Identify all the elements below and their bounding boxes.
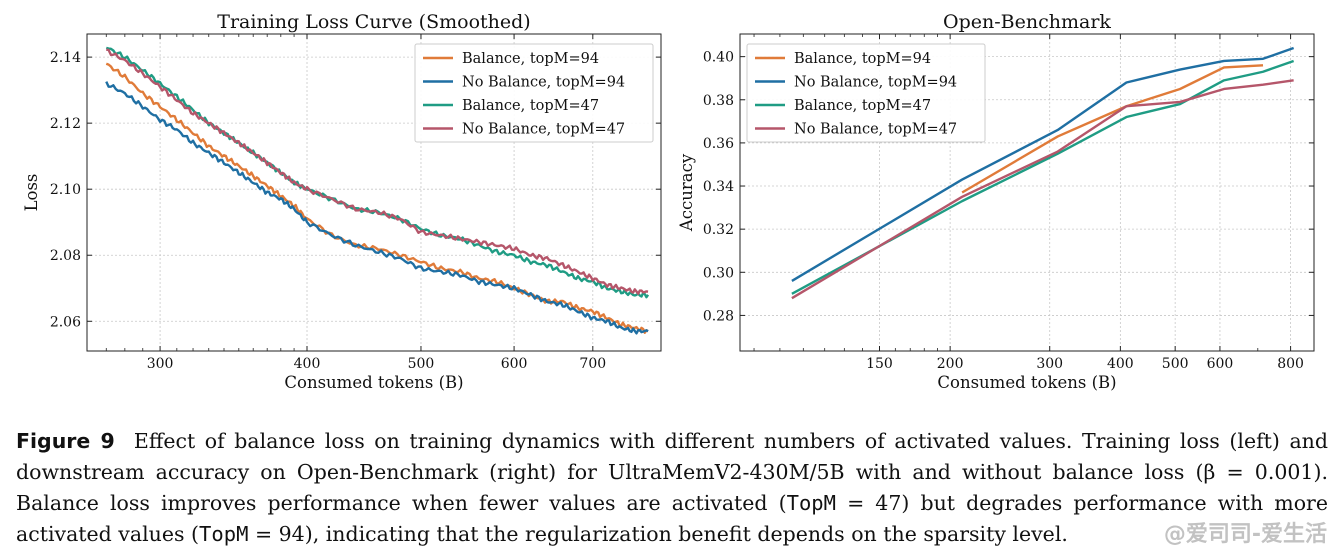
- legend-label: Balance, topM=94: [462, 51, 599, 67]
- x-tick-label: 300: [1036, 356, 1063, 372]
- y-tick-label: 0.34: [703, 179, 734, 195]
- series-line-3: [791, 79, 1294, 300]
- plot-frame: [739, 33, 1315, 352]
- figure-caption: Figure 9 Effect of balance loss on train…: [16, 426, 1328, 550]
- caption-part-3: TopM: [199, 522, 249, 546]
- legend-box: [414, 43, 654, 143]
- series-line-3: [106, 48, 649, 295]
- x-tick-label: 600: [1207, 356, 1234, 372]
- x-tick-label: 400: [294, 356, 321, 372]
- caption-part-2: = 47) but degrades performance with more…: [16, 491, 1335, 546]
- legend-label: Balance, topM=47: [794, 98, 931, 114]
- x-tick-label: 500: [408, 356, 435, 372]
- chart-open-benchmark: 0.28 0.30 0.32 0.34 0.36 0.38 0.40 150 200 300 400…: [677, 11, 1315, 392]
- chart-training-loss: 2.06 2.08 2.10 2.12 2.14 300 400 500 600 700 Train…: [22, 11, 662, 392]
- x-tick-label: 800: [1277, 356, 1304, 372]
- chart-title: Open-Benchmark: [943, 11, 1111, 33]
- legend-label: No Balance, topM=47: [462, 122, 625, 138]
- x-tick-label: 300: [147, 356, 174, 372]
- y-tick-label: 2.10: [50, 182, 81, 198]
- y-tick-label: 0.28: [703, 308, 734, 324]
- series-line-2: [791, 59, 1295, 295]
- legend-label: Balance, topM=94: [794, 51, 931, 67]
- x-tick-label: 200: [937, 356, 964, 372]
- y-tick-label: 0.30: [703, 265, 734, 281]
- legend: Balance, topM=94 No Balance, topM=94 Balan…: [414, 43, 654, 143]
- y-axis-label: Loss: [22, 174, 41, 212]
- y-tick-label: 2.14: [50, 50, 81, 66]
- y-tick-label: 2.06: [50, 314, 81, 330]
- plot-frame: [86, 33, 662, 352]
- x-tick-label: 150: [866, 356, 893, 372]
- chart-title: Training Loss Curve (Smoothed): [217, 11, 530, 33]
- legend-label: No Balance, topM=47: [794, 122, 957, 138]
- y-tick-label: 0.36: [703, 136, 734, 152]
- caption-part-0: Effect of balance loss on training dynam…: [16, 429, 1335, 515]
- figure-label: Figure 9: [16, 429, 115, 453]
- x-tick-label: 600: [501, 356, 528, 372]
- y-axis-label: Accuracy: [677, 153, 696, 232]
- legend: Balance, topM=94 No Balance, topM=94 Balan…: [746, 43, 986, 143]
- legend-label: No Balance, topM=94: [794, 75, 957, 91]
- legend-label: Balance, topM=47: [462, 98, 599, 114]
- y-tick-label: 2.08: [50, 248, 81, 264]
- series-line-1: [105, 81, 649, 335]
- x-tick-label: 500: [1162, 356, 1189, 372]
- caption-part-4: = 94), indicating that the regularizatio…: [248, 522, 1068, 546]
- x-axis-label: Consumed tokens (B): [284, 373, 463, 392]
- legend-label: No Balance, topM=94: [462, 75, 625, 91]
- x-tick-label: 400: [1107, 356, 1134, 372]
- y-tick-label: 0.32: [703, 222, 734, 238]
- caption-part-1: TopM: [786, 491, 836, 515]
- y-tick-label: 0.38: [703, 93, 734, 109]
- x-tick-label: 700: [579, 356, 606, 372]
- watermark: @爱司司-爱生活: [1163, 522, 1327, 547]
- y-tick-label: 2.12: [50, 116, 81, 132]
- legend-box: [746, 43, 986, 143]
- series-line-0: [961, 64, 1264, 194]
- series-line-0: [105, 62, 649, 334]
- series-line-1: [791, 46, 1295, 282]
- y-tick-label: 0.40: [703, 50, 734, 66]
- figure-plots: 2.06 2.08 2.10 2.12 2.14 300 400 500 600 700 Train…: [22, 11, 1315, 392]
- x-axis-label: Consumed tokens (B): [937, 373, 1116, 392]
- series-line-2: [105, 46, 650, 299]
